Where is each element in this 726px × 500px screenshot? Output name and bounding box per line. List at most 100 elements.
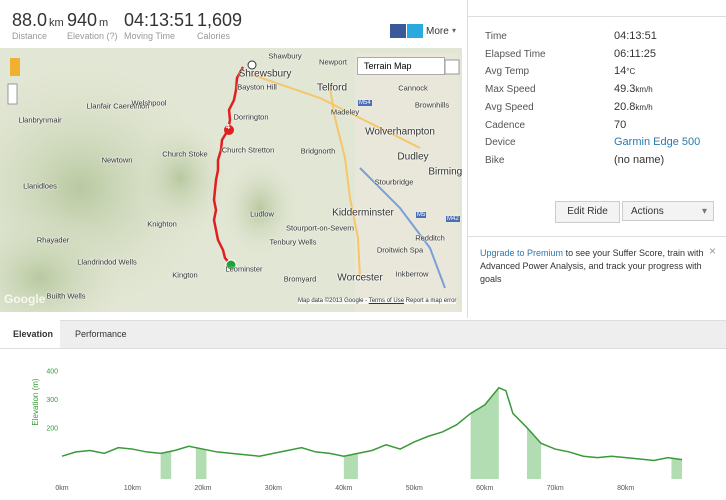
- stat: 88.0 km Distance: [12, 10, 64, 41]
- map-label: Newport: [319, 57, 347, 67]
- detail-value: 70: [614, 119, 626, 131]
- detail-label: Avg Temp: [485, 66, 530, 78]
- shaded-group: [160, 387, 682, 479]
- stat: 04:13:51 Moving Time: [124, 10, 194, 41]
- climb-shade: [160, 387, 172, 479]
- map-label: Llandrindod Wells: [77, 257, 137, 267]
- detail-number: 20.8: [614, 100, 636, 113]
- stat-label: Moving Time: [124, 31, 176, 41]
- x-tick-label: 0km: [55, 485, 68, 492]
- map-label: Shrewsbury: [238, 68, 292, 80]
- terms-link[interactable]: Terms of Use: [368, 298, 405, 304]
- detail-number: 06:11:25: [614, 47, 657, 60]
- close-button[interactable]: ×: [709, 244, 717, 258]
- road-sign: M5: [416, 212, 427, 218]
- divider: [467, 0, 468, 318]
- climb-shade: [527, 387, 542, 479]
- detail-number: 14: [614, 65, 627, 78]
- tab[interactable]: Performance: [75, 329, 127, 339]
- more-button[interactable]: More: [426, 26, 449, 37]
- tab[interactable]: Elevation: [13, 329, 54, 339]
- x-tick-label: 30km: [265, 485, 282, 492]
- detail-unit: km/h: [635, 102, 653, 112]
- map-label: Inkberrow: [395, 269, 429, 279]
- map: Shawbury Newport Shrewsbury Bayston Hill Tel…: [0, 48, 462, 312]
- stat: 940 m Elevation (?): [67, 10, 118, 41]
- map-label: Church Stoke: [162, 149, 208, 159]
- tab-active[interactable]: [0, 320, 60, 348]
- premium-link[interactable]: Upgrade to Premium: [480, 248, 564, 258]
- more-caret: ▾: [452, 26, 457, 35]
- premium-banner: Upgrade to Premium to see your Suffer Sc…: [480, 247, 705, 286]
- map-type-label: Terrain Map: [364, 61, 412, 71]
- detail-number: 49.3: [614, 83, 636, 96]
- elevation-chart: Elevation (m) 200 300 400 0km 10km 20km 30km 40k…: [31, 369, 683, 492]
- map-attribution: Map data ©2013 Google - Terms of Use Rep…: [298, 298, 457, 304]
- detail-label: Device: [485, 137, 516, 149]
- map-label: Leominster: [225, 264, 263, 274]
- detail-value: 49.3km/h: [614, 83, 653, 95]
- detail-label: Elapsed Time: [485, 48, 546, 60]
- map-label: Wolverhampton: [365, 126, 435, 138]
- stat: 1,609 Calories: [197, 10, 242, 41]
- road-sign: M42: [446, 216, 460, 222]
- detail-value: 04:13:51: [614, 30, 657, 42]
- map-label: Church Stretton: [221, 145, 275, 155]
- map-terrain: [0, 48, 462, 312]
- map-label: Stourport-on-Severn: [286, 223, 354, 233]
- stat-value: 940: [67, 10, 98, 30]
- facebook-icon[interactable]: [390, 24, 406, 38]
- actions-button[interactable]: Actions ▾: [622, 201, 714, 221]
- stat-label: Distance: [12, 31, 48, 41]
- x-tick-label: 20km: [194, 485, 211, 492]
- detail-number: 70: [614, 118, 627, 131]
- detail-value: Garmin Edge 500: [614, 136, 700, 148]
- map-label: Telford: [316, 82, 348, 94]
- detail-value: 20.8km/h: [614, 101, 653, 113]
- y-tick-label: 400: [46, 369, 58, 376]
- x-tick-label: 70km: [547, 485, 564, 492]
- caret: ▾: [701, 206, 707, 217]
- map-label: Dorrington: [233, 112, 269, 122]
- detail-label: Max Speed: [485, 84, 536, 96]
- detail-value: 06:11:25: [614, 48, 656, 60]
- x-tick-label: 80km: [617, 485, 634, 492]
- y-tick-label: 200: [46, 426, 58, 433]
- map-label: Birmingham: [428, 166, 462, 178]
- map-label: Worcester: [337, 272, 383, 284]
- detail-label: Bike: [485, 154, 505, 166]
- stat-value: 88.0: [12, 10, 48, 30]
- map-label: Bromyard: [283, 274, 317, 284]
- x-tick-label: 50km: [406, 485, 423, 492]
- twitter-icon[interactable]: [407, 24, 423, 38]
- tab-bar: [0, 320, 726, 349]
- stat-label: Elevation (?): [67, 31, 118, 41]
- map-label: Bayston Hill: [237, 82, 277, 92]
- map-label: Kington: [172, 270, 198, 280]
- google-logo: Google: [4, 292, 46, 306]
- map-label: Droitwich Spa: [376, 245, 424, 255]
- map-label: Dudley: [397, 151, 429, 163]
- report-link[interactable]: Report a map error: [405, 298, 457, 304]
- top-tabs: [467, 0, 726, 17]
- stat-value: 1,609: [197, 10, 243, 30]
- detail-label: Avg Speed: [485, 101, 534, 113]
- detail-value: (no name): [614, 154, 664, 166]
- map-label: Redditch: [415, 233, 445, 243]
- divider: [467, 236, 726, 237]
- map-label: Builth Wells: [46, 291, 86, 301]
- detail-label: Cadence: [485, 119, 526, 131]
- edit-ride-button[interactable]: Edit Ride: [555, 201, 620, 223]
- map-label: Newtown: [101, 155, 133, 165]
- stat-unit: m: [99, 17, 109, 29]
- detail-value: 14°C: [614, 65, 635, 77]
- climb-shade: [671, 387, 682, 479]
- actions-label: Actions: [631, 206, 664, 217]
- map-label: Llanfair Caereinion: [86, 101, 150, 111]
- climb-shade: [195, 387, 207, 479]
- climb-shade: [343, 387, 358, 479]
- map-type-menu[interactable]: Terrain Map: [357, 57, 445, 75]
- detail-label: Time: [485, 31, 507, 42]
- map-label: Bridgnorth: [300, 146, 336, 156]
